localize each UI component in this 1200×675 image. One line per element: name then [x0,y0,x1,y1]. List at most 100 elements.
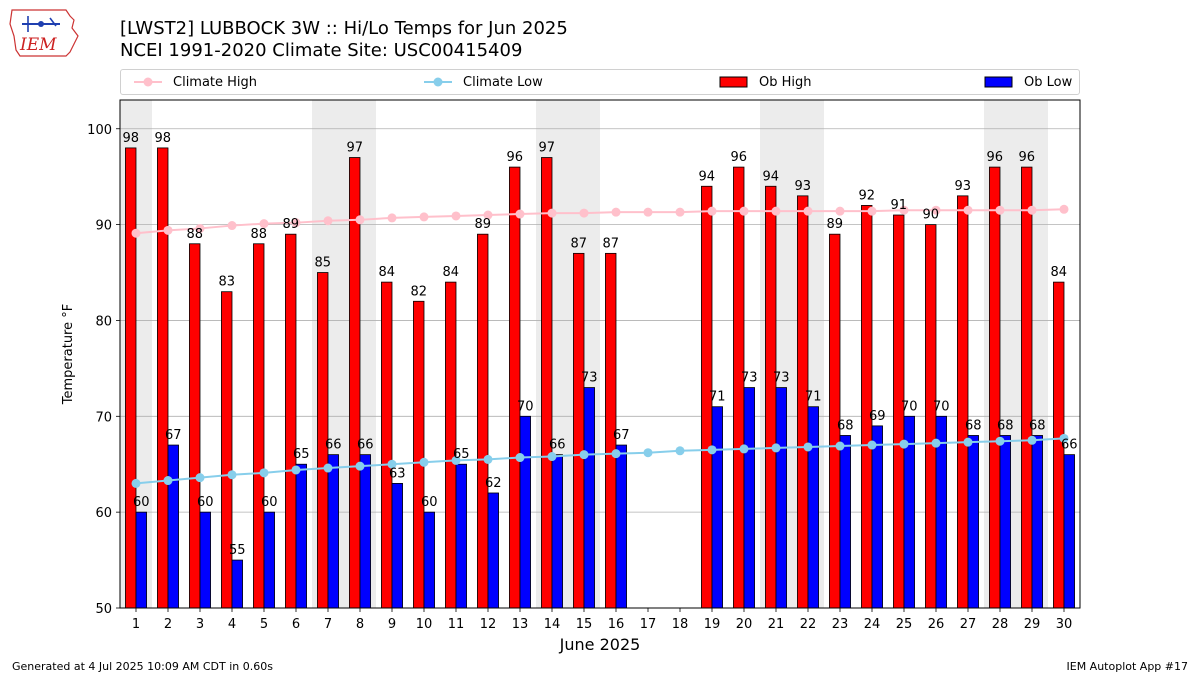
ob-low-bar [967,435,979,609]
ob-high-label: 83 [218,275,235,290]
legend-label-ob-high: Ob High [759,74,812,90]
ob-high-label: 89 [826,217,843,232]
climate-high-point [259,219,269,229]
ob-low-label: 69 [869,409,886,424]
ob-low-label: 68 [997,418,1014,433]
ob-low-bar [807,406,819,609]
ob-high-label: 85 [314,256,331,271]
ob-high-label: 97 [346,141,363,156]
x-tick-label: 3 [196,617,204,632]
ob-low-bar [551,454,563,609]
legend-swatch-climate-high [134,77,162,87]
ob-low-label: 68 [837,418,854,433]
ob-high-bar [349,157,361,609]
x-tick-label: 30 [1056,617,1073,632]
x-tick-label: 19 [704,617,721,632]
ob-low-label: 66 [1061,438,1078,453]
ob-low-label: 73 [741,371,758,386]
ob-low-bar [839,435,851,609]
climate-high-point [963,205,973,215]
climate-low-point [579,450,589,460]
ob-low-bar [1063,454,1075,609]
climate-high-point [451,211,461,221]
ob-high-label: 87 [602,236,619,251]
ob-high-bar [477,233,489,609]
ob-low-bar [199,511,211,609]
legend-swatch-climate-low [424,77,452,87]
ob-low-bar [615,444,627,609]
ob-high-bar [253,243,265,609]
ob-low-bar [999,435,1011,609]
generated-timestamp: Generated at 4 Jul 2025 10:09 AM CDT in … [12,660,273,673]
ob-low-bar [231,559,243,609]
ob-low-bar [711,406,723,609]
ob-low-label: 67 [613,428,630,443]
x-tick-label: 7 [324,617,332,632]
ob-high-label: 94 [698,169,715,184]
x-tick-label: 11 [448,617,465,632]
ob-high-label: 96 [1018,150,1035,165]
app-id: IEM Autoplot App #17 [1066,660,1189,673]
ob-high-label: 94 [762,169,779,184]
climate-high-point [707,206,717,216]
climate-low-point [995,436,1005,446]
ob-low-bar [743,387,755,609]
legend-swatch-ob-high [719,76,748,88]
climate-high-point [995,205,1005,215]
ob-low-bar [359,454,371,609]
ob-low-label: 70 [517,399,534,414]
climate-low-point [419,457,429,467]
legend-label-climate-high: Climate High [173,74,258,90]
svg-text:IEM: IEM [19,35,57,55]
climate-low-point [131,478,141,488]
climate-high-point [643,207,653,217]
ob-low-label: 68 [1029,418,1046,433]
ob-high-bar [861,205,873,609]
climate-high-point [867,206,877,216]
x-tick-label: 23 [832,617,849,632]
ob-low-bar [391,482,403,609]
climate-low-point [1059,433,1069,443]
ob-high-bar [285,233,297,609]
x-tick-label: 18 [672,617,689,632]
ob-high-label: 88 [250,227,267,242]
legend-item-ob-low: Ob Low [984,70,1072,94]
ob-high-label: 88 [186,227,203,242]
ob-low-label: 67 [165,428,182,443]
climate-high-point [579,208,589,218]
ob-low-bar [167,444,179,609]
climate-high-point [835,206,845,216]
y-tick-label: 100 [87,123,112,138]
legend-item-climate-high: Climate High [133,70,257,94]
ob-high-label: 92 [858,188,875,203]
climate-low-point [451,455,461,465]
climate-high-point [355,215,365,225]
ob-high-bar [541,157,553,609]
x-tick-label: 29 [1024,617,1041,632]
climate-low-point [483,454,493,464]
climate-low-point [323,463,333,473]
climate-high-point [419,212,429,222]
ob-high-label: 98 [122,131,139,146]
ob-high-label: 89 [474,217,491,232]
climate-high-point [931,205,941,215]
y-tick-label: 70 [95,410,112,425]
ob-low-label: 73 [581,371,598,386]
ob-high-bar [925,224,937,609]
chart-subtitle: NCEI 1991-2020 Climate Site: USC00415409 [120,40,523,61]
ob-high-bar [445,281,457,609]
ob-high-bar [381,281,393,609]
climate-high-point [1059,204,1069,214]
x-axis-label: June 2025 [559,635,641,654]
ob-high-label: 96 [986,150,1003,165]
x-tick-label: 22 [800,617,817,632]
ob-low-label: 60 [261,495,278,510]
climate-high-point [163,225,173,235]
plot-frame [119,99,1081,609]
ob-low-label: 66 [357,438,374,453]
ob-low-bar [295,463,307,609]
climate-low-point [1027,435,1037,445]
ob-high-label: 91 [890,198,907,213]
ob-low-label: 68 [965,418,982,433]
